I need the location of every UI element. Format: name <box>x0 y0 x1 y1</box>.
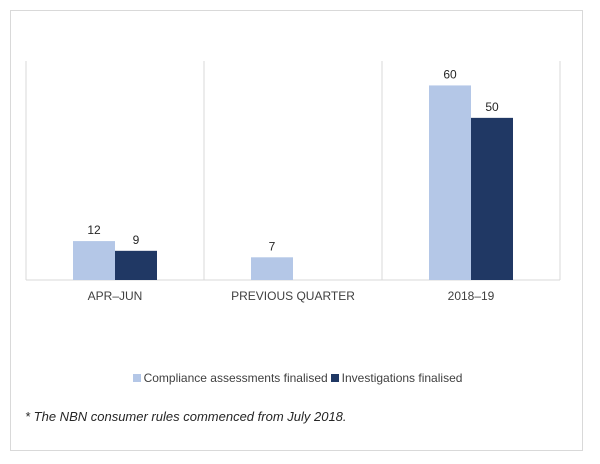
data-label: 9 <box>133 233 140 247</box>
legend-item: Investigations finalised <box>330 371 463 385</box>
legend-item: Compliance assessments finalised <box>132 371 328 385</box>
bar-investigations <box>115 250 157 280</box>
bar-compliance <box>251 257 293 280</box>
legend-swatch <box>132 374 141 382</box>
data-label: 50 <box>485 100 499 114</box>
x-tick-label: PREVIOUS QUARTER <box>231 289 355 303</box>
data-label: 60 <box>443 67 457 81</box>
legend-swatch <box>330 374 339 382</box>
bar-compliance <box>429 85 471 280</box>
footnote: * The NBN consumer rules commenced from … <box>25 409 347 424</box>
legend-label: Compliance assessments finalised <box>143 371 328 385</box>
chart-frame: 12 9 APR–JUN 7 PREVIOUS QUARTER 60 50 2018–19 C… <box>10 10 583 451</box>
bar-investigations <box>471 117 513 280</box>
data-label: 12 <box>87 223 101 237</box>
x-tick-label: APR–JUN <box>88 289 143 303</box>
chart-legend: Compliance assessments finalised Investig… <box>11 371 584 385</box>
bar-compliance <box>73 241 115 280</box>
chart-plot: 12 9 APR–JUN 7 PREVIOUS QUARTER 60 50 2018–19 <box>25 61 561 303</box>
x-tick-label: 2018–19 <box>448 289 495 303</box>
data-label: 7 <box>269 239 276 253</box>
legend-label: Investigations finalised <box>341 371 463 385</box>
